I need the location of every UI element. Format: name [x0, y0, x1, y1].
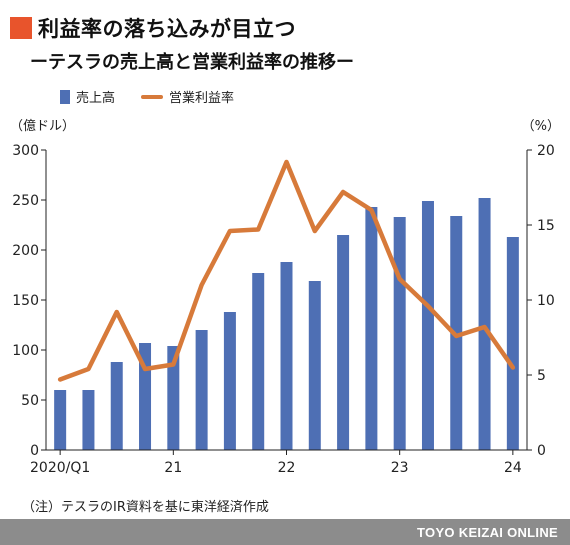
revenue-bar: [308, 281, 321, 450]
revenue-bar: [280, 262, 293, 450]
right-tick-label: 20: [537, 143, 555, 159]
revenue-bar: [195, 330, 208, 450]
revenue-bar: [393, 217, 406, 450]
left-tick-label: 300: [12, 143, 39, 159]
title-row: 利益率の落ち込みが目立つ: [10, 13, 562, 43]
left-tick-label: 0: [30, 443, 39, 459]
revenue-bar: [54, 390, 67, 450]
footer-bar: TOYO KEIZAI ONLINE: [0, 519, 570, 545]
legend-item-revenue: 売上高: [60, 87, 115, 106]
revenue-bar: [82, 390, 95, 450]
x-tick-label: 23: [391, 460, 409, 476]
header: 利益率の落ち込みが目立つ ーテスラの売上高と営業利益率の推移ー: [10, 13, 562, 74]
x-tick-label: 21: [164, 460, 182, 476]
x-tick-label: 2020/Q1: [30, 460, 90, 476]
revenue-bar: [478, 198, 491, 450]
revenue-bar: [337, 235, 350, 450]
left-tick-label: 100: [12, 343, 39, 359]
revenue-bar: [110, 362, 123, 450]
left-tick-label: 150: [12, 293, 39, 309]
right-axis-unit: （%）: [522, 119, 560, 134]
revenue-bar: [506, 237, 519, 450]
page-subtitle: ーテスラの売上高と営業利益率の推移ー: [30, 52, 354, 73]
margin-line: [57, 159, 516, 382]
revenue-bar: [365, 207, 378, 450]
revenue-bar: [167, 346, 180, 450]
legend-label-revenue: 売上高: [76, 91, 116, 106]
x-tick-label: 22: [278, 460, 296, 476]
legend-item-margin: 営業利益率: [141, 87, 234, 106]
legend-swatch-margin: [141, 94, 164, 99]
chart-legend: 売上高 営業利益率: [60, 87, 260, 106]
footer-brand: TOYO KEIZAI ONLINE: [417, 524, 558, 540]
x-tick-label: 24: [504, 460, 522, 476]
right-tick-label: 15: [537, 218, 555, 234]
page-title: 利益率の落ち込みが目立つ: [38, 17, 296, 41]
right-tick-label: 0: [537, 443, 546, 459]
legend-swatch-revenue: [60, 89, 70, 104]
title-marker: [10, 17, 32, 39]
right-tick-label: 10: [537, 293, 555, 309]
revenue-bar: [421, 201, 434, 450]
left-tick-label: 50: [21, 393, 39, 409]
left-axis-unit: （億ドル）: [10, 118, 75, 134]
revenue-bar: [223, 312, 236, 450]
left-tick-label: 250: [12, 193, 39, 209]
right-tick-label: 5: [537, 368, 546, 384]
revenue-bar: [252, 273, 265, 450]
legend-label-margin: 営業利益率: [169, 91, 235, 106]
source-note: （注）テスラのIR資料を基に東洋経済作成: [22, 500, 269, 515]
left-tick-label: 200: [12, 243, 39, 259]
